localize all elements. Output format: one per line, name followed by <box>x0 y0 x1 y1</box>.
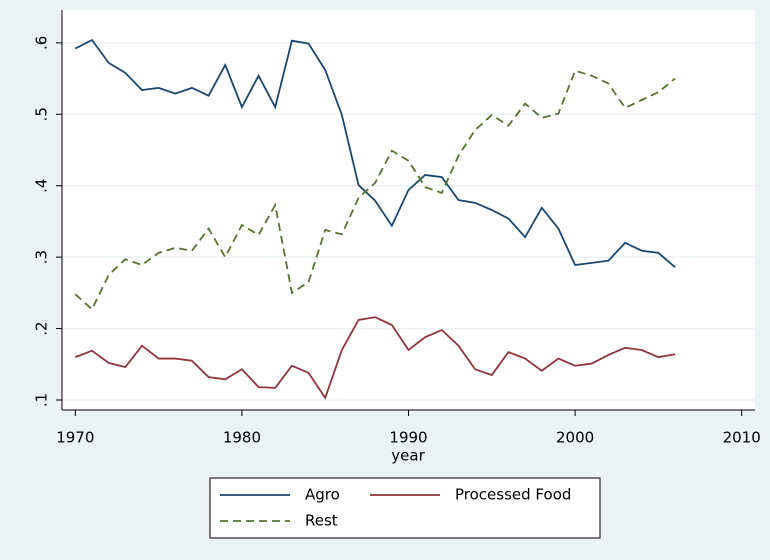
series-line <box>74 69 676 311</box>
x-tick-label: 1990 <box>389 429 427 447</box>
legend-label: Agro <box>305 486 340 504</box>
x-tick-label: 2000 <box>556 429 594 447</box>
y-tick-label: .6 <box>33 36 51 50</box>
y-tick-label: .2 <box>33 321 51 335</box>
legend-label: Processed Food <box>455 486 571 504</box>
legend-box <box>209 477 601 539</box>
x-tick-label: 1980 <box>223 429 261 447</box>
series-line <box>74 38 676 268</box>
y-tick-label: .1 <box>33 393 51 407</box>
series-line <box>75 316 676 400</box>
x-axis-label: year <box>391 447 425 465</box>
y-tick-label: .3 <box>33 250 51 264</box>
y-tick-label: .5 <box>33 107 51 121</box>
plot-area <box>62 10 755 410</box>
x-tick-label: 2010 <box>723 429 761 447</box>
x-tick-label: 1970 <box>56 429 94 447</box>
legend-label: Rest <box>305 512 338 530</box>
y-tick-label: .4 <box>33 179 51 193</box>
